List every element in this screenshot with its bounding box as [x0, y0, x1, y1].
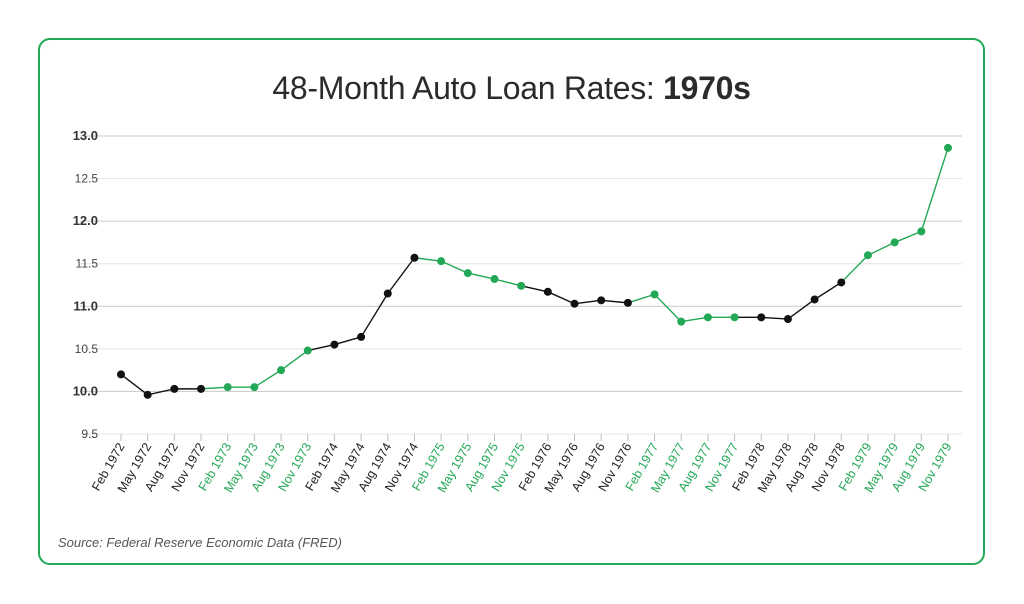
series-line-segment — [867, 241, 895, 256]
data-point — [917, 227, 926, 236]
series-line-segment — [574, 299, 602, 305]
data-point — [837, 278, 846, 287]
y-tick-label: 13.0 — [73, 128, 98, 143]
series-line-segment — [761, 316, 788, 320]
data-point — [410, 253, 419, 262]
series-line-segment — [627, 293, 655, 304]
data-point — [703, 313, 712, 322]
data-point — [250, 383, 259, 392]
data-point — [517, 281, 526, 290]
series-line-segment — [920, 147, 949, 232]
line-chart: 9.5 10.0 10.5 11.0 11.5 12.0 12.5 13.0 Feb 1972… — [73, 128, 962, 495]
source-note: Source: Federal Reserve Economic Data (F… — [58, 535, 342, 550]
grid-lines — [80, 135, 962, 435]
data-point — [357, 332, 366, 341]
series-line-segment — [654, 293, 682, 323]
y-tick-label: 11.0 — [73, 298, 98, 313]
data-point — [303, 346, 312, 355]
data-point — [890, 238, 899, 247]
series-line-segment — [547, 291, 575, 305]
series-line-segment — [360, 293, 389, 338]
series-line-segment — [681, 316, 709, 323]
data-point — [783, 315, 792, 324]
data-point — [170, 384, 179, 393]
data-point — [117, 370, 125, 379]
series-line-segment — [521, 285, 548, 293]
data-point — [543, 287, 552, 296]
series-line-segment — [147, 388, 175, 396]
data-point — [463, 269, 472, 278]
chart-title: 48-Month Auto Loan Rates: 1970s — [40, 70, 983, 107]
series-line-segment — [440, 260, 469, 274]
series-line-segment — [414, 257, 442, 262]
chart-card: 48-Month Auto Loan Rates: 1970s 9.5 10.0 1… — [38, 38, 985, 565]
y-tick-label: 12.5 — [75, 172, 99, 186]
series-line-segment — [601, 299, 628, 304]
chart-title-regular: 48-Month Auto Loan Rates: — [272, 70, 664, 106]
series-line-segment — [334, 336, 362, 346]
data-point — [677, 317, 686, 326]
series-line-segment — [840, 254, 869, 283]
series-line-segment — [387, 257, 416, 294]
series-line-segment — [200, 386, 228, 390]
data-point — [597, 296, 606, 305]
y-tick-label: 11.5 — [76, 257, 99, 271]
data-point — [197, 384, 206, 393]
data-point — [944, 143, 952, 152]
data-point — [277, 366, 286, 375]
data-point — [863, 251, 872, 260]
data-point — [570, 299, 579, 308]
series-line-segment — [120, 373, 149, 396]
series-line-segment — [814, 281, 842, 301]
data-point — [810, 295, 819, 304]
data-point — [223, 383, 232, 392]
series-line — [120, 147, 949, 396]
data-point — [623, 298, 632, 307]
y-tick-label: 9.5 — [81, 427, 98, 441]
series-points — [117, 143, 952, 399]
series-line-segment — [787, 298, 816, 320]
data-point — [757, 313, 766, 322]
series-line-segment — [254, 369, 282, 388]
data-point — [143, 390, 152, 399]
data-point — [730, 313, 739, 322]
y-tick-label: 10.5 — [75, 342, 99, 356]
series-line-segment — [494, 278, 522, 287]
data-point — [437, 257, 446, 266]
y-tick-label: 12.0 — [73, 213, 98, 228]
chart-title-bold: 1970s — [663, 70, 751, 106]
y-axis-ticks: 9.5 10.0 10.5 11.0 11.5 12.0 12.5 13.0 — [73, 128, 99, 441]
data-point — [383, 289, 392, 298]
data-point — [330, 340, 339, 349]
series-line-segment — [280, 349, 309, 371]
data-point — [490, 275, 499, 284]
series-line-segment — [894, 230, 922, 244]
y-tick-label: 10.0 — [73, 383, 98, 398]
data-point — [650, 290, 659, 299]
series-line-segment — [467, 272, 495, 280]
series-line-segment — [307, 343, 335, 352]
